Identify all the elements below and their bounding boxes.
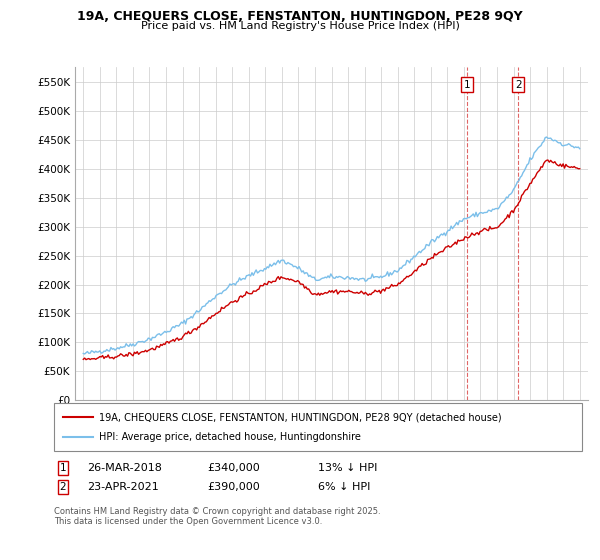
- Text: 1: 1: [464, 80, 470, 90]
- Text: 19A, CHEQUERS CLOSE, FENSTANTON, HUNTINGDON, PE28 9QY (detached house): 19A, CHEQUERS CLOSE, FENSTANTON, HUNTING…: [99, 412, 502, 422]
- Text: Contains HM Land Registry data © Crown copyright and database right 2025.
This d: Contains HM Land Registry data © Crown c…: [54, 507, 380, 526]
- Text: £390,000: £390,000: [207, 482, 260, 492]
- Text: £340,000: £340,000: [207, 463, 260, 473]
- Text: 23-APR-2021: 23-APR-2021: [87, 482, 159, 492]
- Text: Price paid vs. HM Land Registry's House Price Index (HPI): Price paid vs. HM Land Registry's House …: [140, 21, 460, 31]
- Text: 1: 1: [59, 463, 67, 473]
- Text: 6% ↓ HPI: 6% ↓ HPI: [318, 482, 370, 492]
- Text: 2: 2: [515, 80, 521, 90]
- Text: 2: 2: [59, 482, 67, 492]
- Text: 13% ↓ HPI: 13% ↓ HPI: [318, 463, 377, 473]
- Text: 19A, CHEQUERS CLOSE, FENSTANTON, HUNTINGDON, PE28 9QY: 19A, CHEQUERS CLOSE, FENSTANTON, HUNTING…: [77, 10, 523, 23]
- Text: HPI: Average price, detached house, Huntingdonshire: HPI: Average price, detached house, Hunt…: [99, 432, 361, 442]
- Text: 26-MAR-2018: 26-MAR-2018: [87, 463, 162, 473]
